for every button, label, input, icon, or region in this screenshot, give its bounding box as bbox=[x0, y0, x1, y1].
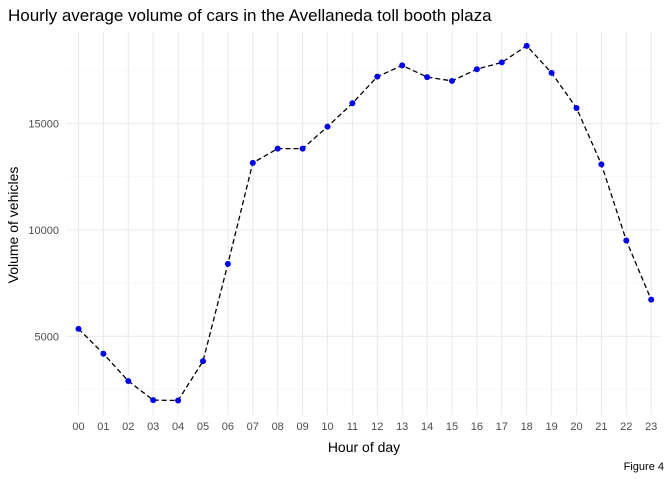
x-tick-label: 11 bbox=[347, 421, 358, 433]
data-point bbox=[523, 42, 530, 49]
data-point bbox=[299, 145, 306, 152]
x-tick-label: 13 bbox=[396, 421, 408, 433]
y-tick-label: 10000 bbox=[28, 225, 59, 237]
data-point bbox=[100, 350, 107, 357]
x-axis-ticks: 00 01 02 03 04 05 06 07 08 09 10 11 12 13 14 15 16 17 18 19… bbox=[72, 421, 657, 433]
x-tick-label: 19 bbox=[545, 421, 557, 433]
data-point bbox=[175, 397, 182, 404]
x-tick-label: 10 bbox=[321, 421, 333, 433]
x-tick-label: 00 bbox=[72, 421, 84, 433]
x-tick-label: 23 bbox=[645, 421, 657, 433]
x-tick-label: 01 bbox=[97, 421, 109, 433]
data-point bbox=[324, 123, 331, 130]
x-tick-label: 16 bbox=[471, 421, 483, 433]
x-tick-label: 06 bbox=[222, 421, 234, 433]
data-point bbox=[75, 325, 82, 332]
x-tick-label: 07 bbox=[247, 421, 259, 433]
data-point bbox=[200, 358, 206, 365]
data-point bbox=[449, 77, 455, 84]
data-point bbox=[374, 73, 381, 80]
data-point bbox=[648, 296, 655, 303]
x-tick-label: 17 bbox=[496, 421, 508, 433]
x-tick-label: 18 bbox=[521, 421, 533, 433]
data-point bbox=[573, 104, 580, 111]
data-point bbox=[150, 397, 157, 404]
x-tick-label: 21 bbox=[595, 421, 607, 433]
x-tick-label: 04 bbox=[172, 421, 184, 433]
x-axis-label: Hour of day bbox=[328, 439, 400, 455]
data-point bbox=[249, 159, 256, 166]
y-tick-label: 5000 bbox=[35, 331, 59, 343]
data-point bbox=[274, 145, 281, 152]
chart-title: Hourly average volume of cars in the Ave… bbox=[8, 6, 492, 25]
data-point bbox=[125, 377, 132, 384]
data-point bbox=[623, 237, 630, 244]
x-tick-label: 03 bbox=[147, 421, 159, 433]
grid-lines bbox=[66, 32, 660, 415]
data-point bbox=[224, 260, 231, 267]
x-tick-label: 02 bbox=[122, 421, 134, 433]
data-point bbox=[424, 74, 431, 81]
x-tick-label: 22 bbox=[620, 421, 632, 433]
series-line bbox=[78, 44, 652, 402]
data-point bbox=[598, 161, 605, 168]
data-point bbox=[548, 69, 555, 76]
data-point bbox=[473, 66, 480, 73]
x-tick-label: 05 bbox=[197, 421, 209, 433]
data-point bbox=[399, 62, 406, 69]
volume-series bbox=[75, 42, 655, 404]
x-tick-label: 15 bbox=[446, 421, 458, 433]
figure-caption: Figure 4 bbox=[624, 461, 664, 473]
y-axis-label: Volume of vehicles bbox=[5, 167, 21, 284]
x-tick-label: 20 bbox=[570, 421, 582, 433]
y-axis-ticks: 5000 10000 15000 bbox=[28, 118, 59, 343]
x-tick-label: 09 bbox=[296, 421, 308, 433]
data-point bbox=[498, 59, 505, 66]
y-tick-label: 15000 bbox=[28, 118, 59, 130]
x-tick-label: 12 bbox=[371, 421, 383, 433]
x-tick-label: 14 bbox=[421, 421, 433, 433]
x-tick-label: 08 bbox=[272, 421, 284, 433]
data-point bbox=[349, 100, 356, 107]
